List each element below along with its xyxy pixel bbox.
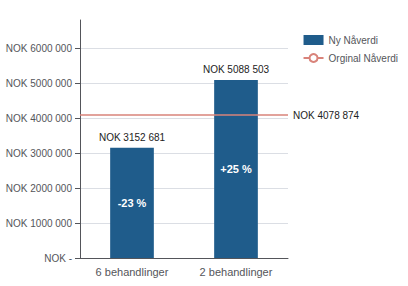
svg-text:NOK 5088 503: NOK 5088 503 bbox=[203, 64, 270, 75]
svg-text:-23 %: -23 % bbox=[118, 197, 147, 209]
svg-text:Orginal Nåverdi: Orginal Nåverdi bbox=[329, 53, 398, 64]
svg-text:NOK 4078 874: NOK 4078 874 bbox=[293, 110, 360, 121]
svg-text:Ny Nåverdi: Ny Nåverdi bbox=[329, 35, 378, 46]
svg-text:6 behandlinger: 6 behandlinger bbox=[96, 266, 169, 278]
svg-text:NOK 3152 681: NOK 3152 681 bbox=[99, 132, 166, 143]
svg-text:NOK -: NOK - bbox=[44, 253, 72, 264]
svg-text:NOK 2000 000: NOK 2000 000 bbox=[6, 183, 73, 194]
svg-text:NOK 6000 000: NOK 6000 000 bbox=[6, 43, 73, 54]
svg-text:NOK 5000 000: NOK 5000 000 bbox=[6, 78, 73, 89]
svg-text:NOK 4000 000: NOK 4000 000 bbox=[6, 113, 73, 124]
svg-text:NOK 3000 000: NOK 3000 000 bbox=[6, 148, 73, 159]
svg-text:+25 %: +25 % bbox=[220, 163, 252, 175]
svg-text:NOK 1000 000: NOK 1000 000 bbox=[6, 218, 73, 229]
svg-text:2 behandlinger: 2 behandlinger bbox=[200, 266, 273, 278]
